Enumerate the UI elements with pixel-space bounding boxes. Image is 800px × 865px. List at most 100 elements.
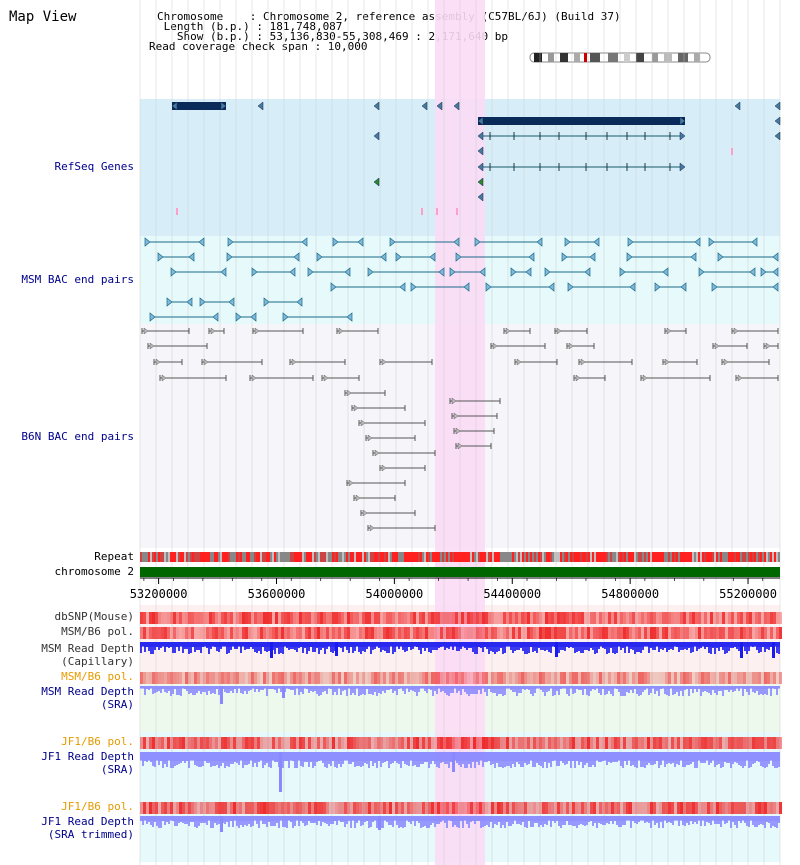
msm-depth-capillary-bar — [420, 642, 422, 654]
jf1-pol-mark — [776, 737, 779, 749]
msm-depth-capillary-bar — [492, 642, 494, 652]
msm-pol-sra-mark — [356, 672, 359, 684]
repeat-mark — [234, 552, 236, 562]
jf1-depth-sra-bar — [478, 752, 480, 765]
msm-depth-sra-bar — [460, 686, 462, 695]
jf1-depth-trim-bar — [392, 816, 394, 827]
jf1-depth-sra-bar — [152, 752, 154, 766]
msm-depth-sra-bar — [202, 686, 204, 692]
jf1-depth-sra-bar — [370, 752, 372, 761]
msm-pol-sra-mark — [773, 672, 776, 684]
jf1-depth-sra-bar — [636, 752, 638, 768]
msm-pol-sra-mark — [596, 672, 599, 684]
jf1-depth-sra-bar — [482, 752, 484, 767]
jf1-pol-trim-mark — [308, 802, 311, 814]
repeat-mark — [588, 552, 590, 562]
dbsnp-mark — [602, 612, 605, 624]
jf1-depth-trim-bar — [214, 816, 216, 823]
jf1-pol-mark — [560, 737, 563, 749]
track-label-msm-bac[interactable]: MSM BAC end pairs — [21, 273, 134, 286]
jf1-pol-trim-mark — [758, 802, 761, 814]
msm-pol-sra-mark — [254, 672, 257, 684]
jf1-depth-trim-bar — [576, 816, 578, 828]
repeat-mark — [506, 552, 508, 562]
dbsnp-mark — [149, 612, 152, 624]
jf1-depth-trim-bar — [164, 816, 166, 825]
repeat-mark — [144, 552, 146, 562]
jf1-pol-trim-mark — [251, 802, 254, 814]
jf1-pol-trim-mark — [653, 802, 656, 814]
jf1-depth-sra-bar — [316, 752, 318, 762]
msm-depth-sra-bar — [706, 686, 708, 692]
msm-pol-mark — [560, 627, 563, 639]
jf1-pol-trim-mark — [263, 802, 266, 814]
msm-pol-sra-mark — [593, 672, 596, 684]
jf1-pol-trim-mark — [395, 802, 398, 814]
msm-depth-capillary-bar-spike — [772, 642, 775, 658]
jf1-depth-trim-bar — [342, 816, 344, 822]
msm-pol-mark — [158, 627, 161, 639]
jf1-pol-trim-mark — [590, 802, 593, 814]
jf1-depth-trim-bar — [682, 816, 684, 825]
jf1-depth-trim-bar — [452, 816, 454, 827]
msm-pol-mark — [716, 627, 719, 639]
jf1-depth-trim-bar — [388, 816, 390, 825]
jf1-depth-sra-bar — [490, 752, 492, 765]
jf1-depth-sra-bar — [372, 752, 374, 766]
dbsnp-mark — [233, 612, 236, 624]
msm-depth-sra-bar — [670, 686, 672, 688]
msm-depth-sra-bar — [290, 686, 292, 690]
track-label-b6n-bac[interactable]: B6N BAC end pairs — [21, 430, 134, 443]
dbsnp-mark — [371, 612, 374, 624]
b6n-bac-pair — [379, 464, 426, 472]
msm-depth-capillary-bar — [722, 642, 724, 650]
dbsnp-mark — [284, 612, 287, 624]
jf1-depth-trim-bar — [192, 816, 194, 822]
track-label-refseq[interactable]: RefSeq Genes — [54, 160, 134, 173]
jf1-pol-mark — [428, 737, 431, 749]
jf1-depth-sra-bar — [190, 752, 192, 760]
jf1-depth-trim-bar — [518, 816, 520, 824]
msm-pol-mark — [578, 627, 581, 639]
jf1-pol-trim-mark — [158, 802, 161, 814]
repeat-mark — [238, 552, 240, 562]
msm-depth-sra-bar — [286, 686, 288, 688]
jf1-depth-trim-bar — [390, 816, 392, 825]
msm-depth-sra-bar — [334, 686, 336, 692]
msm-depth-sra-bar — [356, 686, 358, 688]
msm-depth-sra-bar — [512, 686, 514, 692]
jf1-pol-trim-mark — [254, 802, 257, 814]
jf1-pol-mark — [647, 737, 650, 749]
msm-depth-capillary-bar — [166, 642, 168, 647]
repeat-mark — [388, 552, 390, 562]
jf1-depth-trim-bar — [242, 816, 244, 827]
msm-pol-mark — [620, 627, 623, 639]
repeat-mark — [400, 552, 402, 562]
msm-pol-mark — [350, 627, 353, 639]
msm-pol-mark — [698, 627, 701, 639]
jf1-pol-mark — [683, 737, 686, 749]
msm-bac-pair — [170, 267, 227, 277]
msm-depth-capillary-bar — [320, 642, 322, 650]
jf1-pol-mark — [668, 737, 671, 749]
msm-pol-sra-mark — [590, 672, 593, 684]
repeat-mark — [198, 552, 200, 562]
jf1-depth-sra-bar — [354, 752, 356, 767]
jf1-pol-trim-mark — [170, 802, 173, 814]
msm-depth-capillary-bar — [520, 642, 522, 648]
msm-depth-sra-bar — [536, 686, 538, 688]
msm-depth-capillary-bar — [424, 642, 426, 651]
msm-pol-mark — [218, 627, 221, 639]
jf1-depth-sra-bar — [768, 752, 770, 764]
jf1-depth-sra-bar — [686, 752, 688, 765]
jf1-depth-trim-bar — [148, 816, 150, 822]
jf1-depth-trim-bar — [432, 816, 434, 823]
msm-depth-capillary-bar — [344, 642, 346, 646]
msm-depth-sra-bar — [732, 686, 734, 692]
dbsnp-mark — [533, 612, 536, 624]
dbsnp-mark — [203, 612, 206, 624]
msm-depth-capillary-bar — [438, 642, 440, 648]
msm-pol-sra-mark — [455, 672, 458, 684]
jf1-pol-mark — [215, 737, 218, 749]
